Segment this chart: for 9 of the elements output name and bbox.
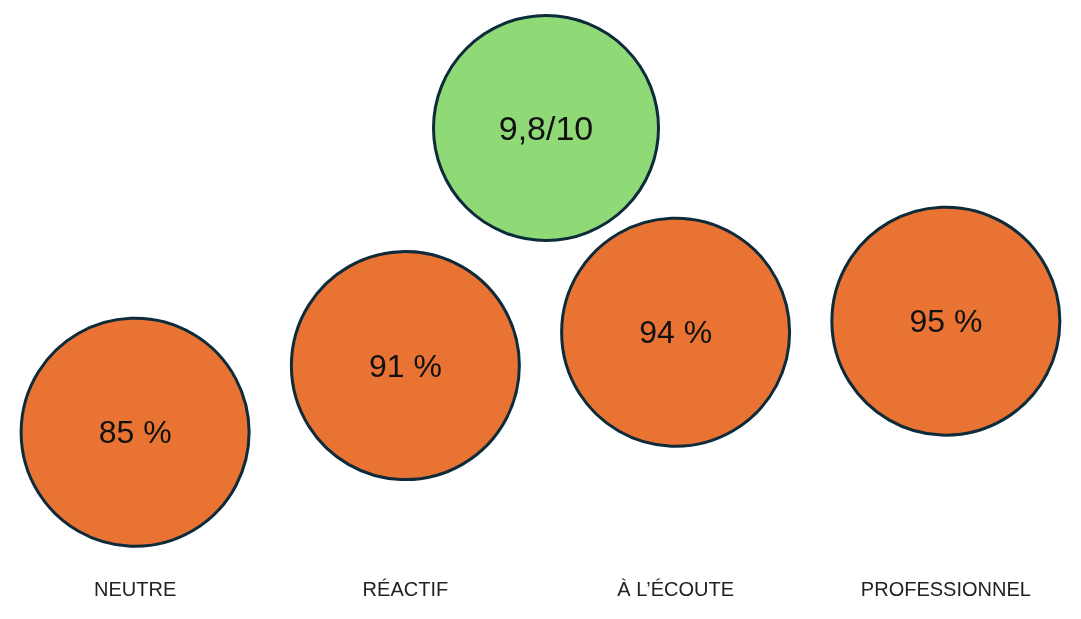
data-label: 91 % [368, 347, 442, 384]
data-label: 85 % [98, 414, 172, 451]
data-label: 95 % [909, 303, 983, 340]
category-label: NEUTRE [94, 578, 177, 600]
category-label: À L’ÉCOUTE [617, 578, 734, 600]
category-label: RÉACTIF [362, 578, 449, 600]
score-badge: 9,8/10 [432, 14, 660, 242]
category-label: PROFESSIONNEL [860, 578, 1031, 600]
data-label: 94 % [639, 314, 713, 351]
